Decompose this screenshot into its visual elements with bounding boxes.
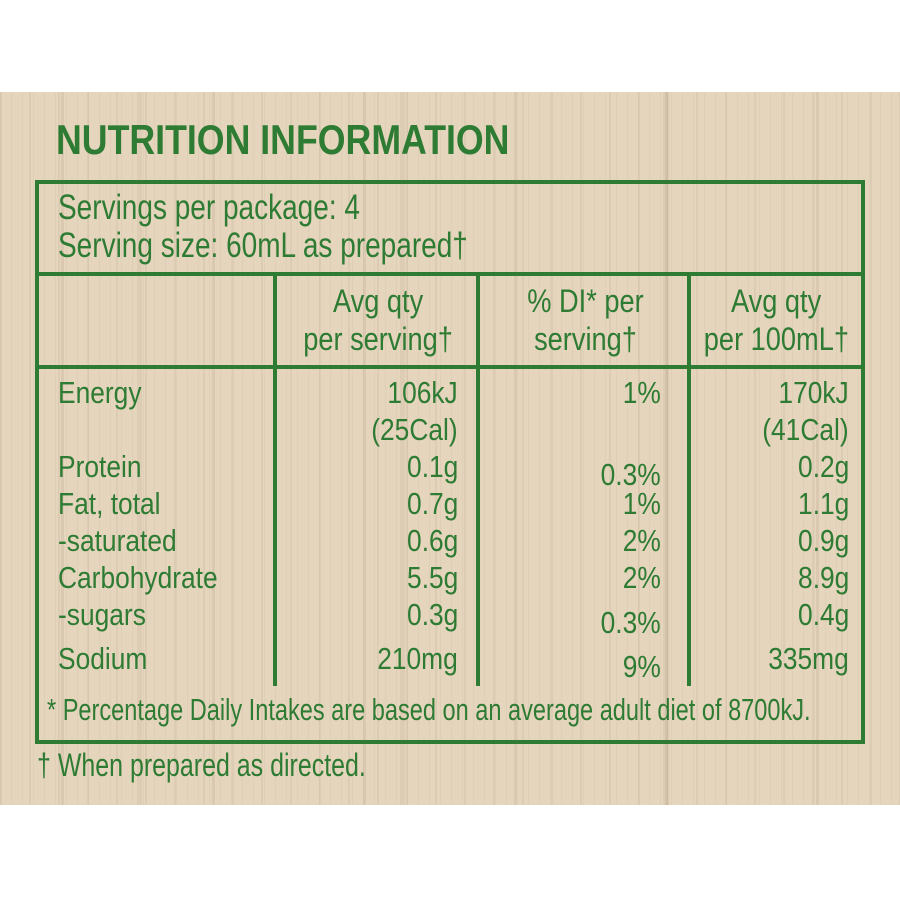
header-col-nutrient (39, 282, 277, 365)
row-value-per-100ml: 170kJ (41Cal) (762, 375, 849, 447)
row-value-per-100ml: 1.1g (797, 486, 849, 521)
row-value-per-serving: 106kJ (25Cal) (371, 375, 458, 447)
daily-intake-footnote: * Percentage Daily Intakes are based on … (47, 692, 811, 727)
row-label: -saturated (58, 523, 177, 558)
servings-box: Servings per package: 4 Serving size: 60… (39, 184, 861, 276)
row-value-di: 1% (622, 375, 661, 410)
row-value-per-100ml: 0.2g (797, 449, 849, 484)
row-value-per-100ml: 0.9g (797, 523, 849, 558)
table-grid: Avg qty per serving† % DI* per serving† … (39, 276, 861, 686)
row-value-di: 1% (622, 486, 661, 521)
column-divider-2 (476, 276, 480, 686)
page-title-text: NUTRITION INFORMATION (56, 116, 510, 163)
header-col-di-per-serving: % DI* per serving† (527, 283, 644, 357)
header-col-avg-qty-per-100ml: Avg qty per 100mL† (703, 283, 849, 357)
row-value-per-100ml: 0.4g (797, 597, 849, 632)
prepared-as-directed-note: † When prepared as directed. (37, 747, 366, 783)
row-value-per-serving: 0.3g (406, 597, 458, 632)
column-divider-1 (273, 276, 277, 686)
row-value-di: 0.3% (600, 605, 661, 640)
row-label: Protein (58, 449, 142, 484)
row-value-di: 2% (622, 523, 661, 558)
row-value-per-serving: 0.6g (406, 523, 458, 558)
serving-size-line: Serving size: 60mL as prepared† (58, 226, 468, 265)
column-divider-3 (687, 276, 691, 686)
row-label: -sugars (58, 597, 146, 632)
page-title: NUTRITION INFORMATION (56, 118, 590, 162)
row-label: Fat, total (58, 486, 161, 521)
row-label: Energy (58, 375, 142, 410)
row-value-di: 9% (622, 649, 661, 684)
row-value-per-serving: 5.5g (406, 560, 458, 595)
table-header-row: Avg qty per serving† % DI* per serving† … (39, 276, 861, 369)
nutrition-table: Servings per package: 4 Serving size: 60… (35, 180, 865, 744)
row-value-di: 2% (622, 560, 661, 595)
label-background-panel: NUTRITION INFORMATION Servings per packa… (0, 92, 900, 805)
table-body: Energy 106kJ (25Cal) 1% 170kJ (41Cal) Pr… (39, 369, 861, 686)
header-col-avg-qty-per-serving: Avg qty per serving† (303, 283, 454, 357)
row-label: Carbohydrate (58, 560, 218, 595)
row-value-per-100ml: 8.9g (797, 560, 849, 595)
row-value-per-serving: 0.7g (406, 486, 458, 521)
row-value-per-100ml: 335mg (768, 641, 849, 676)
row-value-per-serving: 0.1g (406, 449, 458, 484)
row-label: Sodium (58, 641, 148, 676)
row-value-per-serving: 210mg (377, 641, 458, 676)
row-value-di: 0.3% (600, 457, 661, 492)
servings-per-package-line: Servings per package: 4 (58, 188, 360, 227)
